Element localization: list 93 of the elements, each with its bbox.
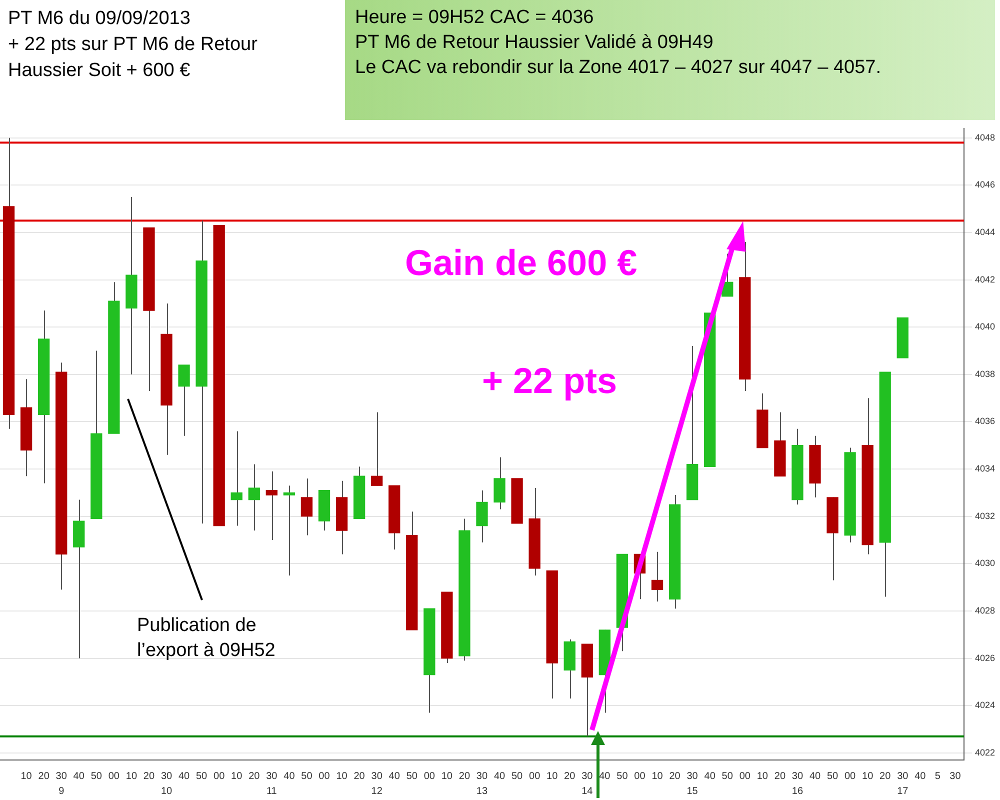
y-tick-label: 4022 <box>974 747 996 758</box>
y-tick-label: 4026 <box>974 652 996 663</box>
candlestick <box>300 478 313 536</box>
candlestick <box>283 485 296 576</box>
candlestick <box>371 412 383 486</box>
x-tick-label: 50 <box>511 770 524 782</box>
x-tick-label: 10 <box>546 770 558 782</box>
x-tick-label: 50 <box>406 770 418 782</box>
x-tick-label: 50 <box>90 770 102 782</box>
y-tick-label: 4030 <box>974 558 996 568</box>
x-tick-label: 40 <box>178 770 190 782</box>
x-tick-label: 50 <box>301 770 313 782</box>
x-tick-label: 00 <box>424 770 436 782</box>
x-tick-label: 30 <box>582 770 594 782</box>
text: 9 <box>58 786 65 797</box>
annotation: Gain de 600 € <box>405 241 638 285</box>
y-tick-label: 4034 <box>974 464 996 474</box>
x-tick-label: 10 <box>231 770 243 782</box>
x-tick-label: 10 <box>441 770 453 782</box>
candlestick <box>248 464 260 532</box>
x-tick-label: 50 <box>826 770 839 782</box>
text: PT M6 de Retour Haussier Validé à 09H49 <box>355 31 714 55</box>
x-tick-label: 40 <box>809 770 821 782</box>
annotation: Publication de l’export à 09H52 <box>137 614 276 663</box>
x-tick-label: 40 <box>599 770 611 782</box>
y-tick-label: 4032 <box>974 510 996 521</box>
candlestick <box>651 551 664 602</box>
text: 13 <box>476 786 488 797</box>
x-tick-label: 30 <box>266 770 278 782</box>
x-tick-label: 5 <box>934 770 941 782</box>
x-tick-label: 50 <box>196 770 208 782</box>
text: 16 <box>792 786 804 797</box>
x-tick-label: 00 <box>634 770 646 782</box>
x-tick-label: 10 <box>862 770 874 782</box>
text: Heure = 09H52 CAC = 4036 <box>355 6 595 30</box>
x-tick-label: 00 <box>739 770 751 782</box>
y-tick-label: 4044 <box>974 226 996 237</box>
x-tick-label: 10 <box>20 770 32 782</box>
x-tick-label: 00 <box>844 770 856 782</box>
y-tick-label: 4046 <box>974 180 996 190</box>
x-tick-label: 40 <box>494 770 506 782</box>
x-tick-label: 30 <box>476 770 488 782</box>
x-tick-label: 20 <box>880 770 892 782</box>
x-tick-label: 30 <box>897 770 909 782</box>
x-tick-label: 20 <box>774 770 786 782</box>
x-tick-label: 40 <box>704 770 716 782</box>
text: 17 <box>897 786 909 797</box>
y-tick-label: 4042 <box>974 274 996 284</box>
candlestick <box>178 364 190 436</box>
annotation: + 22 pts <box>482 359 618 403</box>
x-tick-label: 00 <box>529 770 541 782</box>
x-tick-label: 00 <box>214 770 226 782</box>
x-tick-label: 00 <box>318 770 330 782</box>
y-tick-label: 4024 <box>974 700 996 710</box>
candlestick <box>266 470 278 541</box>
x-tick-label: 20 <box>669 770 681 782</box>
x-tick-label: 10 <box>652 770 664 782</box>
x-tick-label: 30 <box>56 770 68 782</box>
x-tick-label: 30 <box>160 770 173 782</box>
x-tick-label: 30 <box>950 770 962 782</box>
y-tick-label: 4040 <box>974 322 996 332</box>
chart-title: PT M6 du 09/09/2013 <box>8 7 192 31</box>
x-tick-label: 00 <box>108 770 120 782</box>
x-tick-label: 40 <box>914 770 926 782</box>
y-tick-label: 4028 <box>974 605 996 616</box>
text: 11 <box>266 786 278 797</box>
y-tick-label: 4048 <box>974 132 996 142</box>
x-tick-label: 30 <box>792 770 804 782</box>
text: 10 <box>160 786 173 797</box>
text: 14 <box>582 786 594 797</box>
x-tick-label: 40 <box>388 770 400 782</box>
y-tick-label: 4038 <box>974 368 996 379</box>
chart-subtitle: + 22 pts sur PT M6 de Retour Haussier Soit + 600 € <box>8 33 258 83</box>
x-tick-label: 20 <box>248 770 260 782</box>
x-tick-label: 20 <box>38 770 50 782</box>
x-tick-label: 20 <box>564 770 576 782</box>
x-tick-label: 10 <box>336 770 348 782</box>
x-tick-label: 50 <box>722 770 734 782</box>
x-tick-label: 10 <box>756 770 768 782</box>
x-tick-label: 30 <box>371 770 383 782</box>
text: 15 <box>686 786 698 797</box>
x-tick-label: 40 <box>284 770 296 782</box>
x-tick-label: 30 <box>686 770 698 782</box>
x-tick-label: 20 <box>458 770 470 782</box>
y-tick-label: 4036 <box>974 416 996 426</box>
candlestick <box>230 430 242 526</box>
x-tick-label: 20 <box>143 770 155 782</box>
text: Le CAC va rebondir sur la Zone 4017 – 4027 sur 4047 – 4057. <box>355 56 882 80</box>
x-tick-label: 10 <box>126 770 138 782</box>
x-tick-label: 40 <box>73 770 85 782</box>
x-tick-label: 20 <box>354 770 366 782</box>
x-tick-label: 50 <box>616 770 628 782</box>
text: 12 <box>371 786 383 797</box>
